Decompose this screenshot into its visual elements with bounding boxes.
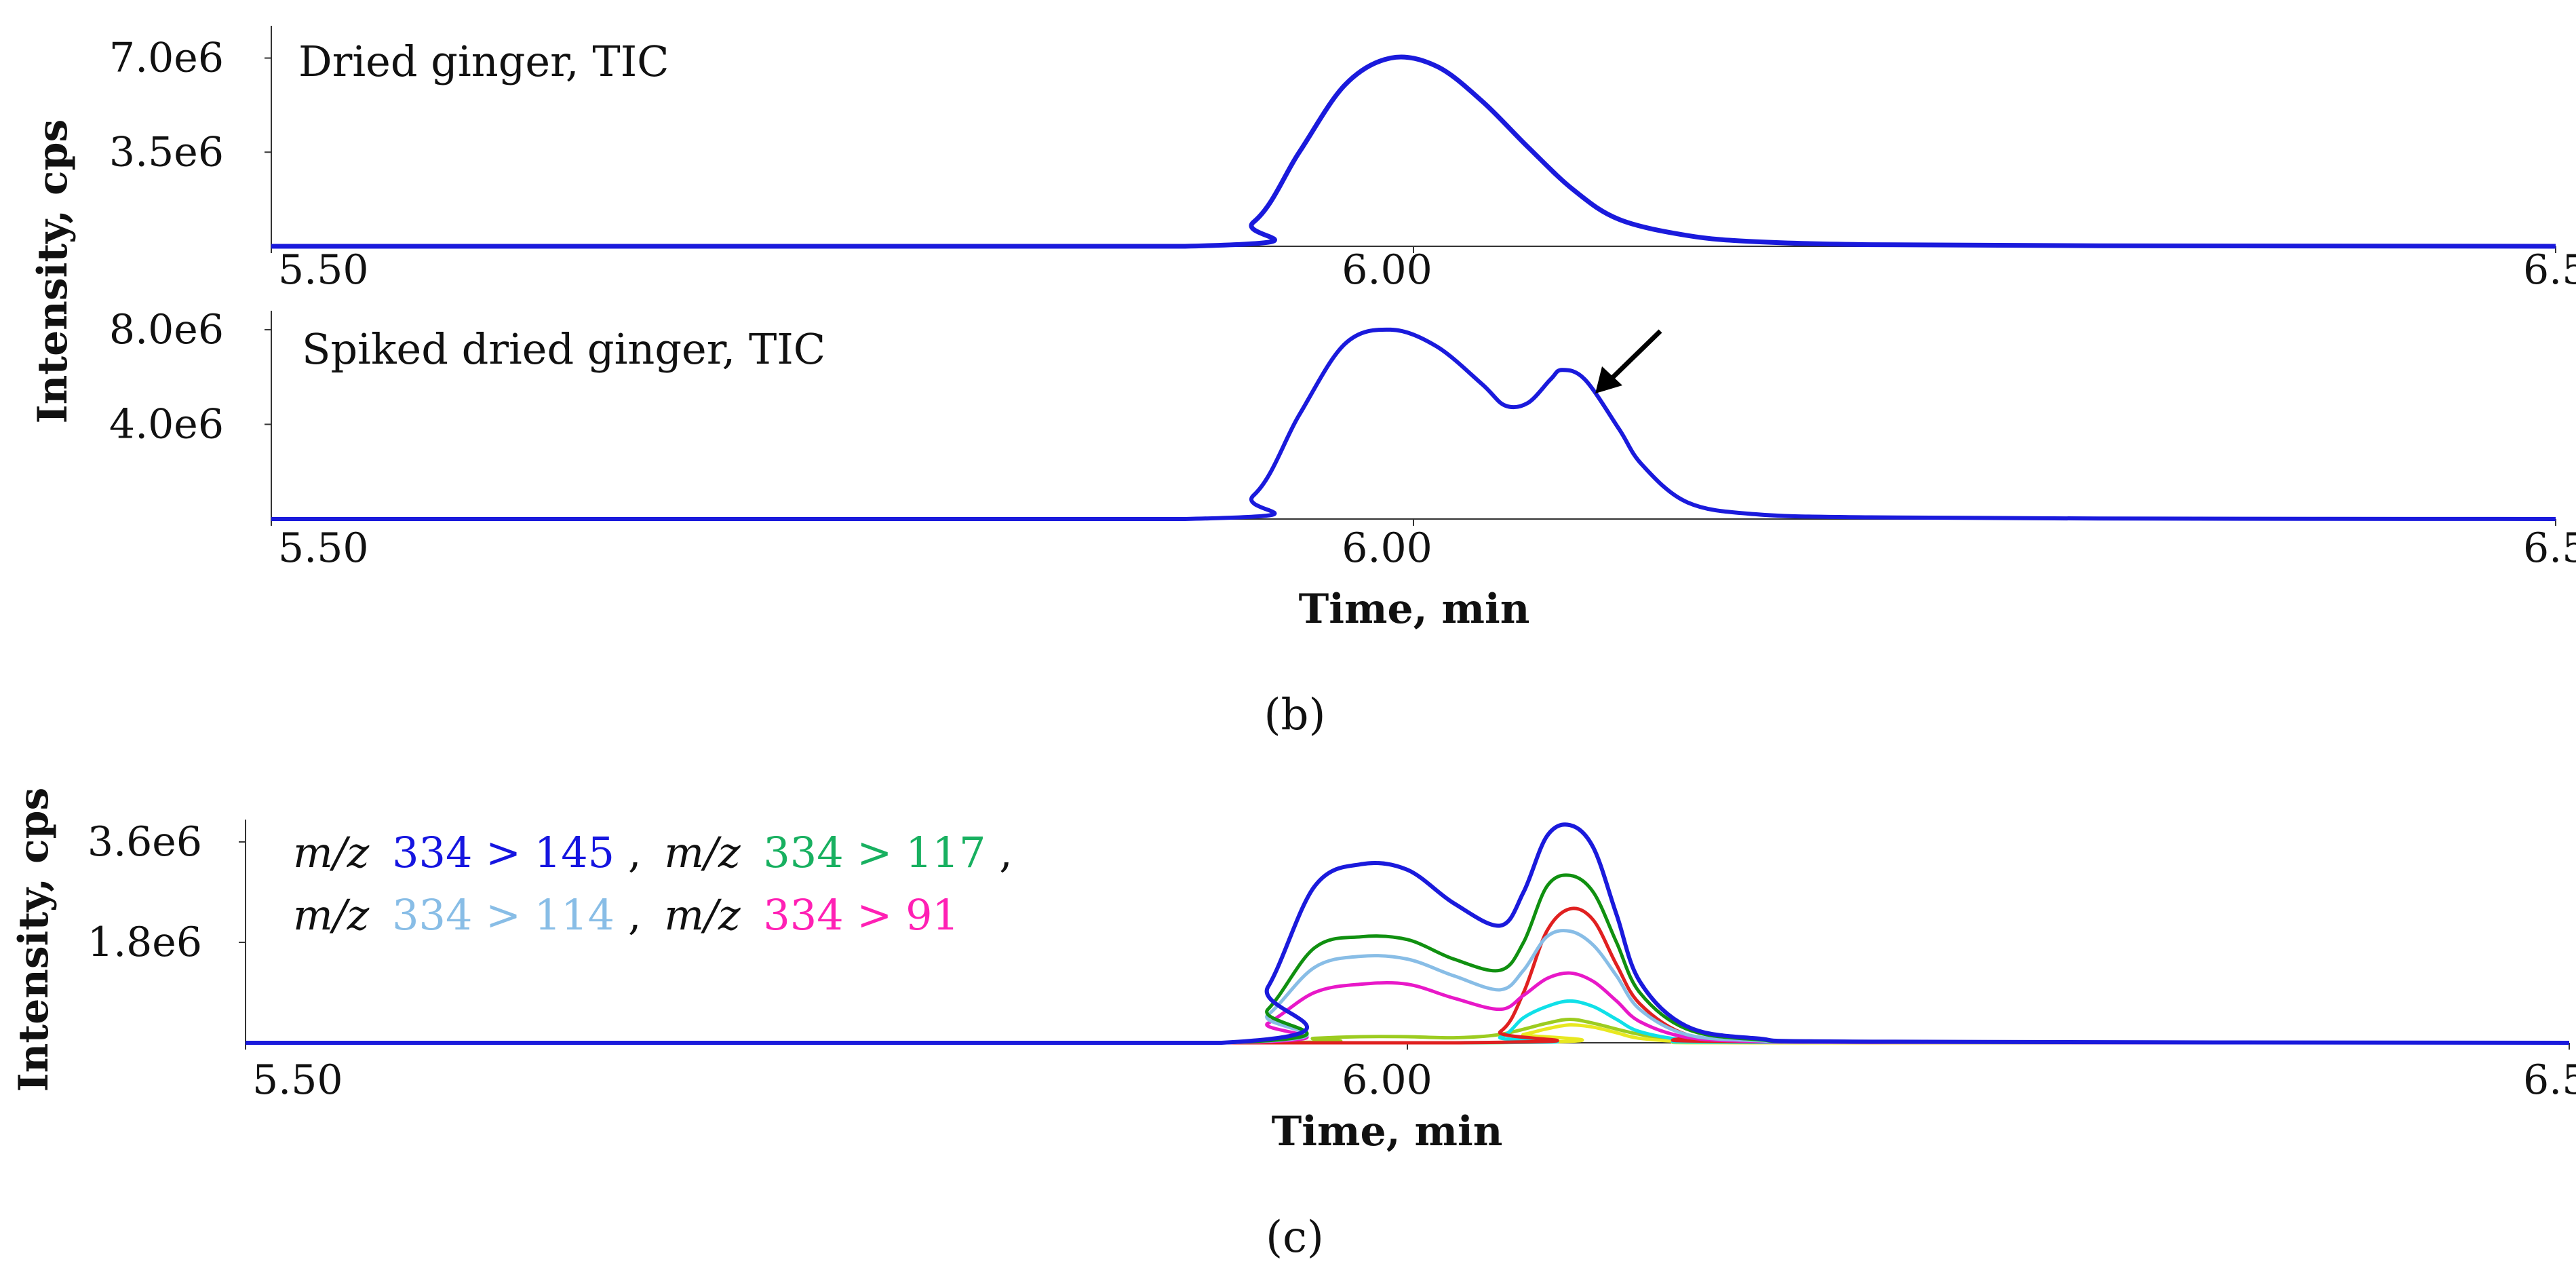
legend-mz: m/z <box>293 890 370 940</box>
x-tick-label: 6.50 <box>2523 524 2576 572</box>
legend-comma: , <box>628 890 642 940</box>
x-tick-label: 6.00 <box>1342 524 1432 572</box>
plot-title: Dried ginger, TIC <box>298 37 669 86</box>
series-group <box>246 822 2570 1046</box>
legend-145: 334 > 145 <box>392 828 614 877</box>
legend-mz: m/z <box>293 828 370 877</box>
x-tick-group: 5.50 6.00 6.50 <box>245 1043 2576 1104</box>
legend-comma: , <box>628 828 642 877</box>
plot-spiked-dried-ginger-tic: Spiked dried ginger, TIC 5.50 6.00 6.50 8.… <box>109 306 2576 572</box>
legend-mz: m/z <box>664 828 741 877</box>
y-tick-label: 1.8e6 <box>87 919 202 966</box>
panel-label-c: (c) <box>1266 1212 1324 1263</box>
y-tick-label: 8.0e6 <box>109 306 224 353</box>
x-tick-group: 5.50 6.00 6.50 <box>271 519 2576 572</box>
x-tick-label: 5.50 <box>278 524 369 572</box>
legend-line-1: m/z 334 > 145 , m/z 334 > 117 , <box>293 828 1013 877</box>
y-tick-group: 8.0e6 4.0e6 <box>109 306 271 448</box>
plot-dried-ginger-tic: Dried ginger, TIC 5.50 6.00 6.50 7.0e6 3.5e… <box>109 26 2576 294</box>
series-group <box>271 54 2556 249</box>
series-line-m-z-334-145 <box>246 822 2570 1046</box>
y-tick-label: 3.5e6 <box>109 128 224 176</box>
y-tick-label: 3.6e6 <box>87 818 202 866</box>
x-tick-label: 6.00 <box>1342 246 1432 294</box>
y-tick-label: 7.0e6 <box>109 35 224 82</box>
y-tick-label: 4.0e6 <box>109 400 224 448</box>
series-line-m-z-334-114 <box>246 929 2570 1045</box>
ylabel-panel-b: Intensity, cps <box>29 119 77 424</box>
x-tick-label: 6.50 <box>2523 246 2576 294</box>
x-tick-group: 5.50 6.00 6.50 <box>271 246 2576 294</box>
series-line-unlabeled-yellow <box>246 1023 2569 1045</box>
legend-91: 334 > 91 <box>763 890 959 940</box>
series-group <box>271 327 2556 522</box>
legend-117: 334 > 117 <box>763 828 985 877</box>
legend-comma: , <box>999 828 1013 877</box>
x-tick-label: 5.50 <box>278 246 369 294</box>
y-tick-group: 7.0e6 3.5e6 <box>109 35 271 176</box>
x-tick-label: 6.00 <box>1342 1056 1432 1104</box>
series-line-unlabeled-olive <box>246 1017 2570 1045</box>
y-tick-group: 3.6e6 1.8e6 <box>87 818 246 966</box>
series-line-tic <box>271 327 2556 522</box>
annotation-arrow <box>1595 329 1662 394</box>
series-line-m-z-334-91 <box>246 971 2570 1045</box>
xlabel-panel-b: Time, min <box>1299 586 1530 633</box>
plot-title: Spiked dried ginger, TIC <box>302 324 825 374</box>
xlabel-panel-c: Time, min <box>1272 1108 1503 1155</box>
ylabel-panel-c: Intensity, cps <box>10 788 58 1092</box>
legend-114: 334 > 114 <box>392 890 614 940</box>
legend-mz: m/z <box>664 890 741 940</box>
x-tick-label: 5.50 <box>252 1056 343 1104</box>
legend-line-2: m/z 334 > 114 , m/z 334 > 91 <box>293 890 959 940</box>
panel-label-b: (b) <box>1264 690 1326 740</box>
plot-mrm-transitions: 5.50 6.00 6.50 3.6e6 1.8e6 m/z 334 > 145 , … <box>87 818 2576 1104</box>
series-line-tic <box>271 54 2556 249</box>
x-tick-label: 6.50 <box>2523 1056 2576 1104</box>
